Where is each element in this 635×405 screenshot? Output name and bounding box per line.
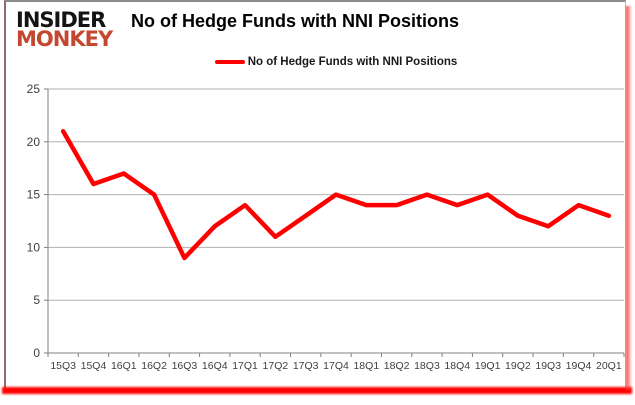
- x-axis-label: 17Q4: [323, 360, 349, 372]
- x-axis-label: 17Q3: [293, 360, 319, 372]
- y-axis-label: 0: [33, 346, 40, 360]
- x-axis-label: 16Q2: [141, 360, 167, 372]
- legend-line-swatch: [214, 60, 245, 64]
- x-axis-label: 17Q2: [263, 360, 289, 372]
- x-axis-label: 19Q1: [475, 360, 501, 372]
- y-axis-label: 15: [27, 188, 41, 202]
- y-axis-label: 25: [27, 82, 41, 96]
- y-axis-label: 20: [27, 135, 41, 149]
- x-axis-label: 18Q2: [384, 360, 410, 372]
- x-axis-label: 18Q1: [353, 360, 379, 372]
- x-axis-label: 16Q1: [111, 360, 137, 372]
- x-axis-label: 15Q4: [81, 360, 107, 372]
- x-axis-label: 16Q4: [202, 360, 228, 372]
- x-axis-label: 19Q3: [535, 360, 561, 372]
- y-axis-label: 5: [33, 293, 40, 307]
- logo-monkey-text: MONKEY: [16, 27, 113, 52]
- red-shadow-bottom: [2, 387, 632, 394]
- legend-label: No of Hedge Funds with NNI Positions: [247, 56, 458, 68]
- insider-monkey-logo: INSIDER MONKEY: [16, 8, 113, 52]
- logo-insider-text: INSIDER: [16, 8, 106, 32]
- data-series-line: [60, 128, 612, 261]
- x-axis-label: 18Q3: [414, 360, 440, 372]
- x-axis-label: 20Q1: [596, 360, 622, 372]
- x-axis-label: 18Q4: [444, 360, 470, 372]
- line-chart: 0 5 10 15 20 25 15Q3 15Q4 16Q1 16Q2 16Q3 16Q4 17Q1 17…: [27, 82, 625, 372]
- y-axis-label: 10: [27, 240, 41, 254]
- chart-legend: No of Hedge Funds with NNI Positions: [48, 54, 624, 70]
- chart-title: No of Hedge Funds with NNI Positions: [131, 11, 459, 31]
- x-axis-label: 15Q3: [50, 360, 76, 372]
- x-axis-label: 16Q3: [172, 360, 198, 372]
- chart-image-frame: INSIDER MONKEY No of Hedge Funds with NN…: [4, 0, 626, 388]
- red-shadow-right: [626, 6, 632, 390]
- x-axis-label: 19Q2: [505, 360, 531, 372]
- x-axis-label: 17Q1: [232, 360, 258, 372]
- x-axis-label: 19Q4: [566, 360, 592, 372]
